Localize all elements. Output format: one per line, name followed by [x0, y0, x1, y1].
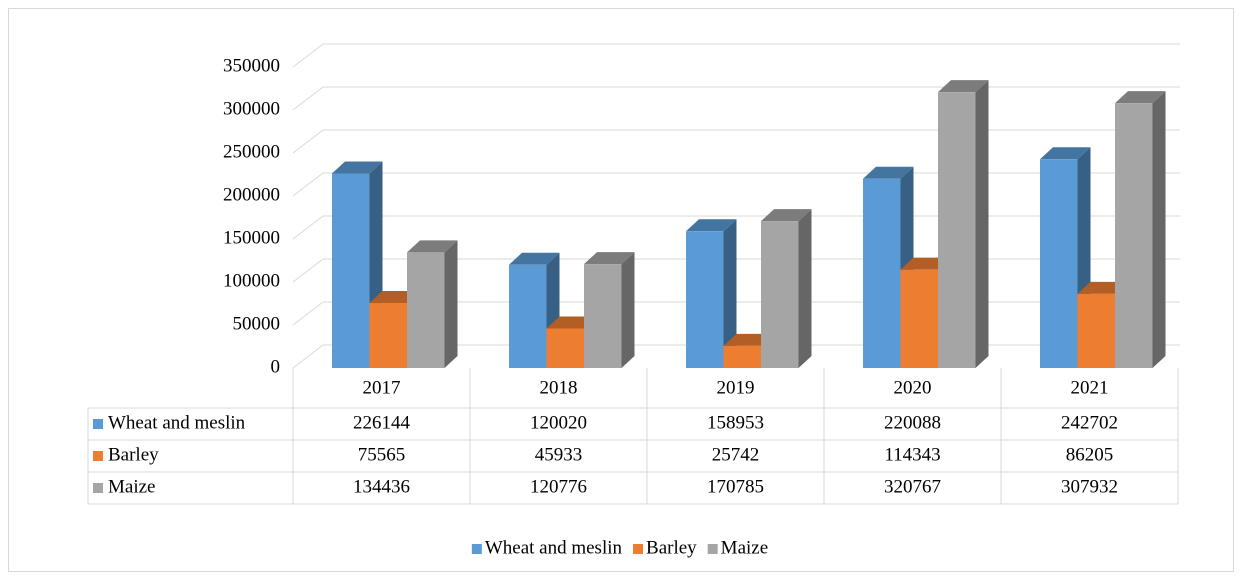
table-cell: 120776 [530, 476, 587, 497]
bar-side [621, 252, 635, 368]
bar [723, 345, 761, 368]
bar [509, 264, 547, 368]
bar-top [407, 240, 458, 253]
x-tick-label: 2019 [717, 377, 755, 398]
grid-line [292, 301, 324, 326]
x-tick-label: 2021 [1071, 377, 1109, 398]
table-legend-key [93, 419, 103, 429]
legend-key [707, 544, 718, 554]
bar-side [723, 219, 737, 368]
grid-line [292, 129, 324, 154]
table-row-label: Maize [108, 476, 155, 497]
table-cell: 45933 [535, 444, 583, 465]
x-tick-label: 2018 [540, 377, 578, 398]
grid-line [292, 86, 324, 111]
bar-top [761, 209, 812, 222]
x-tick-label: 2020 [894, 377, 932, 398]
bar-top [509, 252, 560, 265]
bar [1077, 293, 1115, 368]
legend-label: Barley [646, 537, 697, 558]
table-cell: 242702 [1061, 412, 1118, 433]
x-tick-label: 2017 [363, 377, 401, 398]
grid-line [292, 258, 324, 283]
table-cell: 307932 [1061, 476, 1118, 497]
bar [1115, 103, 1153, 369]
table-cell: 220088 [884, 412, 941, 433]
bar [546, 328, 584, 368]
y-tick-label: 300000 [223, 98, 280, 119]
grid-line [292, 43, 324, 68]
grid-line [292, 172, 324, 197]
y-tick-label: 50000 [233, 313, 281, 334]
bar-side [975, 80, 989, 368]
bar [407, 252, 445, 368]
table-cell: 170785 [707, 476, 764, 497]
bar [369, 303, 407, 368]
bar-side [1152, 91, 1166, 369]
bar-top [1115, 91, 1166, 104]
bar [938, 92, 976, 368]
table-cell: 226144 [353, 412, 411, 433]
y-tick-label: 250000 [223, 141, 280, 162]
y-tick-label: 150000 [223, 227, 280, 248]
bar [900, 269, 938, 368]
legend-key [633, 544, 644, 554]
bar [584, 264, 622, 368]
legend-label: Maize [721, 537, 768, 558]
y-tick-label: 0 [271, 356, 281, 377]
legend-key [471, 544, 482, 554]
table-legend-key [93, 451, 103, 461]
bar [1040, 159, 1078, 368]
table-cell: 320767 [884, 476, 941, 497]
bar-top [332, 161, 383, 174]
bar-top [1040, 147, 1091, 160]
legend-label: Wheat and meslin [485, 537, 623, 558]
table-cell: 86205 [1066, 444, 1114, 465]
table-row-label: Wheat and meslin [108, 412, 246, 433]
bar [863, 178, 901, 368]
table-cell: 158953 [707, 412, 764, 433]
bar [686, 231, 724, 368]
bar-side [798, 209, 812, 368]
y-tick-label: 350000 [223, 55, 280, 76]
bar-top [863, 166, 914, 179]
table-row-label: Barley [108, 444, 159, 465]
grid-line [292, 215, 324, 240]
grid-line [292, 344, 324, 369]
bar [332, 173, 370, 368]
y-tick-label: 100000 [223, 270, 280, 291]
bar [761, 221, 799, 368]
table-legend-key [93, 483, 103, 493]
table-cell: 134436 [353, 476, 410, 497]
y-tick-label: 200000 [223, 184, 280, 205]
bar-top [584, 252, 635, 265]
table-cell: 114343 [884, 444, 940, 465]
table-cell: 25742 [712, 444, 760, 465]
bar-top [686, 219, 737, 232]
table-cell: 120020 [530, 412, 587, 433]
bar-side [444, 240, 458, 368]
table-cell: 75565 [358, 444, 406, 465]
bar-top [938, 80, 989, 93]
